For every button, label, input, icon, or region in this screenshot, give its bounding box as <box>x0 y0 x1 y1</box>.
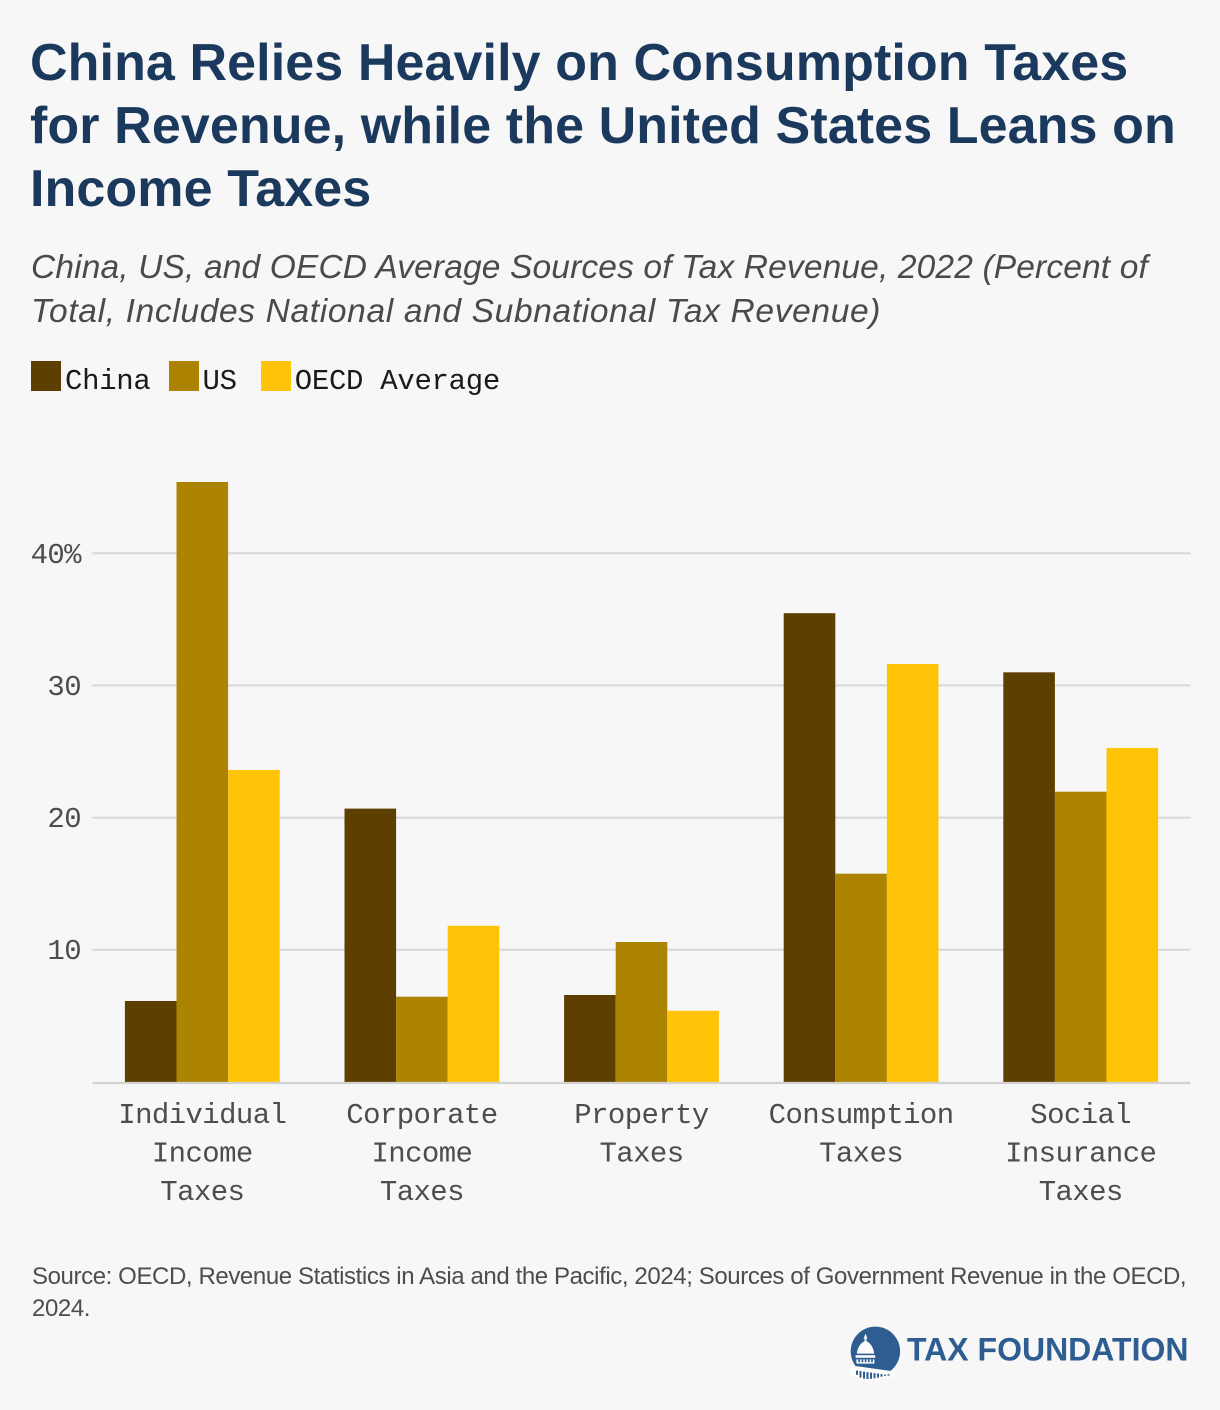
svg-text:Individual: Individual <box>118 1099 286 1132</box>
svg-text:Property: Property <box>574 1099 709 1132</box>
svg-text:Taxes: Taxes <box>160 1176 244 1209</box>
svg-text:Taxes: Taxes <box>599 1138 683 1171</box>
svg-text:10: 10 <box>47 935 81 968</box>
svg-text:Income: Income <box>371 1138 472 1171</box>
svg-text:30: 30 <box>47 671 81 704</box>
svg-text:TAX FOUNDATION: TAX FOUNDATION <box>907 1332 1188 1368</box>
svg-text:Consumption: Consumption <box>769 1099 954 1132</box>
svg-text:Taxes: Taxes <box>1039 1176 1123 1209</box>
svg-text:Taxes: Taxes <box>819 1138 903 1171</box>
svg-text:40%: 40% <box>31 539 83 572</box>
svg-text:Corporate: Corporate <box>346 1099 497 1132</box>
svg-text:Social: Social <box>1030 1099 1131 1132</box>
svg-text:Insurance: Insurance <box>1005 1138 1156 1171</box>
svg-text:Taxes: Taxes <box>380 1176 464 1209</box>
svg-text:20: 20 <box>47 803 81 836</box>
svg-text:Income: Income <box>152 1138 253 1171</box>
